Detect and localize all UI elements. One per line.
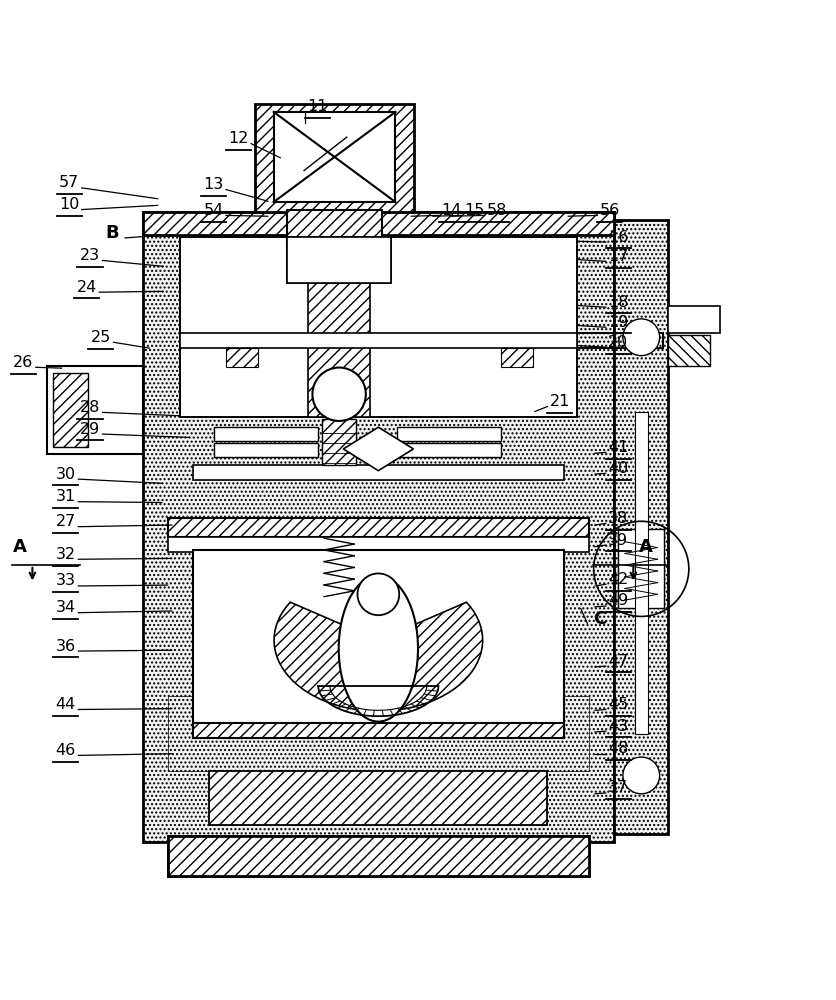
Bar bbox=[323, 419, 356, 465]
Text: 40: 40 bbox=[608, 461, 629, 476]
Bar bbox=[180, 237, 577, 417]
Bar bbox=[213, 427, 318, 441]
Bar bbox=[226, 348, 257, 367]
Ellipse shape bbox=[339, 576, 418, 722]
Text: 27: 27 bbox=[56, 514, 76, 529]
Text: 29: 29 bbox=[80, 422, 100, 437]
Bar bbox=[143, 212, 614, 842]
Bar bbox=[614, 220, 669, 834]
Text: 17: 17 bbox=[608, 249, 629, 264]
Text: 33: 33 bbox=[56, 573, 76, 588]
Bar bbox=[180, 333, 577, 348]
Polygon shape bbox=[274, 602, 379, 711]
Bar bbox=[308, 237, 370, 417]
Circle shape bbox=[313, 368, 366, 421]
Bar bbox=[397, 427, 502, 441]
Bar bbox=[635, 412, 648, 734]
Bar bbox=[397, 443, 502, 457]
Text: C: C bbox=[594, 610, 607, 628]
Text: 49: 49 bbox=[608, 593, 629, 608]
Text: 12: 12 bbox=[228, 131, 249, 146]
Bar bbox=[213, 443, 318, 457]
Bar bbox=[54, 373, 89, 447]
Text: 11: 11 bbox=[308, 99, 328, 114]
Bar bbox=[255, 104, 414, 212]
Text: 10: 10 bbox=[59, 197, 79, 212]
Text: A: A bbox=[639, 538, 653, 556]
Text: 25: 25 bbox=[91, 330, 111, 345]
Polygon shape bbox=[379, 602, 482, 711]
Bar bbox=[167, 518, 589, 537]
Bar bbox=[167, 696, 589, 771]
Text: 46: 46 bbox=[56, 743, 76, 758]
Bar bbox=[167, 836, 589, 876]
Text: 18: 18 bbox=[608, 295, 629, 310]
Text: 42: 42 bbox=[608, 572, 629, 587]
Bar bbox=[167, 836, 589, 876]
Text: 19: 19 bbox=[608, 315, 629, 330]
Text: 44: 44 bbox=[56, 697, 76, 712]
Text: 34: 34 bbox=[56, 600, 76, 615]
Text: 13: 13 bbox=[203, 177, 224, 192]
Text: 14: 14 bbox=[441, 203, 461, 218]
Text: 16: 16 bbox=[608, 230, 629, 245]
Text: 28: 28 bbox=[79, 400, 100, 415]
Circle shape bbox=[623, 757, 660, 794]
Bar bbox=[192, 723, 564, 738]
Bar bbox=[619, 529, 665, 608]
Text: 45: 45 bbox=[608, 697, 629, 712]
Bar bbox=[167, 537, 589, 552]
Text: 43: 43 bbox=[609, 719, 629, 734]
Text: 39: 39 bbox=[609, 533, 629, 548]
Bar bbox=[287, 210, 382, 247]
Text: 21: 21 bbox=[550, 394, 570, 409]
Bar bbox=[192, 550, 564, 738]
Text: 31: 31 bbox=[56, 489, 76, 504]
Text: 56: 56 bbox=[600, 203, 620, 218]
Bar bbox=[287, 237, 391, 283]
Bar bbox=[669, 306, 720, 333]
Text: A: A bbox=[13, 538, 27, 556]
Bar bbox=[143, 212, 614, 235]
Text: 48: 48 bbox=[608, 741, 629, 756]
Text: 26: 26 bbox=[13, 355, 33, 370]
Bar bbox=[192, 465, 564, 480]
Text: 23: 23 bbox=[80, 248, 100, 263]
Text: 54: 54 bbox=[203, 203, 224, 218]
Text: 36: 36 bbox=[56, 639, 76, 654]
Text: 20: 20 bbox=[608, 335, 629, 350]
Text: 15: 15 bbox=[465, 203, 485, 218]
Text: 57: 57 bbox=[59, 175, 79, 190]
Bar bbox=[273, 112, 395, 202]
Text: 37: 37 bbox=[609, 780, 629, 795]
Bar bbox=[209, 771, 548, 825]
Bar bbox=[502, 348, 533, 367]
Text: 38: 38 bbox=[608, 511, 629, 526]
Text: B: B bbox=[105, 224, 120, 242]
Polygon shape bbox=[344, 427, 414, 471]
Text: 32: 32 bbox=[56, 547, 76, 562]
Bar bbox=[669, 335, 710, 366]
Text: 24: 24 bbox=[77, 280, 97, 295]
Text: 30: 30 bbox=[56, 467, 76, 482]
Circle shape bbox=[358, 573, 400, 615]
Text: 41: 41 bbox=[608, 440, 629, 455]
Circle shape bbox=[623, 319, 660, 356]
Bar bbox=[47, 366, 143, 454]
Text: 58: 58 bbox=[487, 203, 507, 218]
Bar bbox=[287, 237, 391, 283]
Text: 47: 47 bbox=[608, 654, 629, 669]
